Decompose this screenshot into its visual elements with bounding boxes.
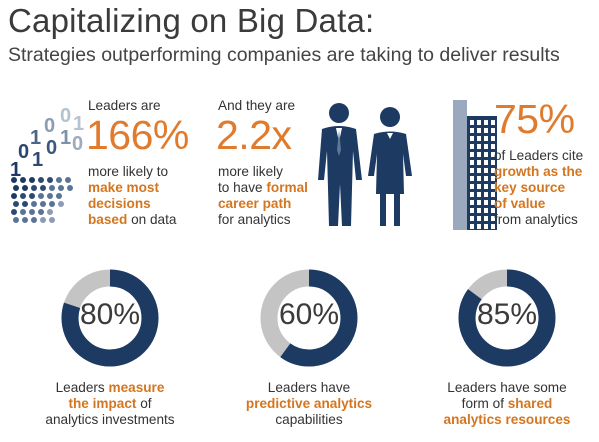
page-title: Capitalizing on Big Data:: [8, 2, 375, 39]
stat1-line-4: based on data: [88, 212, 176, 228]
page-subtitle: Strategies outperforming companies are t…: [8, 44, 560, 66]
donut-2-line3: capabilities: [275, 412, 343, 427]
skyscraper-icon: [453, 100, 497, 230]
svg-text:1: 1: [60, 127, 71, 149]
donut-2-line1: Leaders have: [267, 380, 351, 395]
stat1-pre: Leaders are: [88, 98, 161, 113]
svg-text:1: 1: [30, 127, 41, 149]
donut-2-highlight-1: predictive analytics: [245, 396, 373, 411]
stat1-highlight-3: based: [88, 212, 128, 227]
stat3-highlight-3: of value: [494, 196, 546, 211]
stat2-tail: for analytics: [218, 212, 291, 227]
svg-text:0: 0: [72, 133, 83, 155]
donut-1-line1: Leaders: [55, 380, 109, 395]
stat1-tail: on data: [127, 212, 177, 227]
stat1-highlight-1: make most: [88, 180, 160, 195]
donut-1-arc: [61, 269, 159, 367]
stat1-post: more likely to: [88, 164, 169, 179]
stat2-post: more likely: [218, 164, 283, 179]
donut-3-highlight-1: shared: [507, 396, 553, 411]
donut-3-value: 85%: [476, 298, 538, 331]
donut-1-value: 80%: [79, 298, 141, 331]
stat3-highlight-1: growth as the: [494, 164, 583, 179]
donut-2-caption: Leaders have predictive analytics capabi…: [209, 380, 409, 428]
binary-data-icon: 0 1 0 1 0 1 0 0 1 1: [10, 105, 84, 223]
donut-3-arc: [458, 269, 556, 367]
stat2-line-2: to have formal: [218, 180, 308, 196]
donut-chart-2: [260, 269, 358, 367]
stat2-highlight-2: career path: [218, 196, 292, 211]
svg-text:0: 0: [60, 105, 71, 127]
donut-1-line3: analytics investments: [45, 412, 175, 427]
stat3-highlight-2: key source: [494, 180, 566, 195]
stat2-value: 2.2x: [216, 112, 292, 158]
svg-text:1: 1: [73, 113, 84, 135]
svg-text:1: 1: [32, 149, 43, 171]
stat2-highlight-1: formal: [266, 180, 308, 195]
business-people-icon: [318, 103, 412, 226]
svg-text:1: 1: [10, 159, 21, 181]
donut-3-line1: Leaders have some: [447, 380, 567, 395]
donut-3-caption: Leaders have some form of shared analyti…: [407, 380, 599, 428]
stat3-post: of Leaders cite: [494, 148, 584, 163]
stat3-tail: from analytics: [494, 212, 578, 227]
donut-2-arc: [260, 269, 358, 367]
donut-chart-3: [458, 269, 556, 367]
stat1-highlight-2: decisions: [88, 196, 151, 211]
donut-3-pre2: form of: [461, 396, 508, 411]
donut-1-highlight-2: the impact: [68, 396, 137, 411]
stat1-value: 166%: [86, 112, 189, 158]
svg-text:0: 0: [44, 115, 55, 137]
donut-1-highlight-1: measure: [108, 380, 165, 395]
svg-text:0: 0: [46, 137, 57, 159]
svg-text:0: 0: [18, 141, 29, 163]
donut-2-value: 60%: [278, 298, 340, 331]
stat2-pre: And they are: [218, 98, 296, 113]
stat3-value: 75%: [494, 96, 575, 142]
donut-1-tail: of: [136, 396, 152, 411]
stat2-post2: to have: [218, 180, 267, 195]
donut-3-highlight-2: analytics resources: [443, 412, 571, 427]
donut-chart-1: [61, 269, 159, 367]
donut-1-caption: Leaders measure the impact of analytics …: [10, 380, 210, 428]
